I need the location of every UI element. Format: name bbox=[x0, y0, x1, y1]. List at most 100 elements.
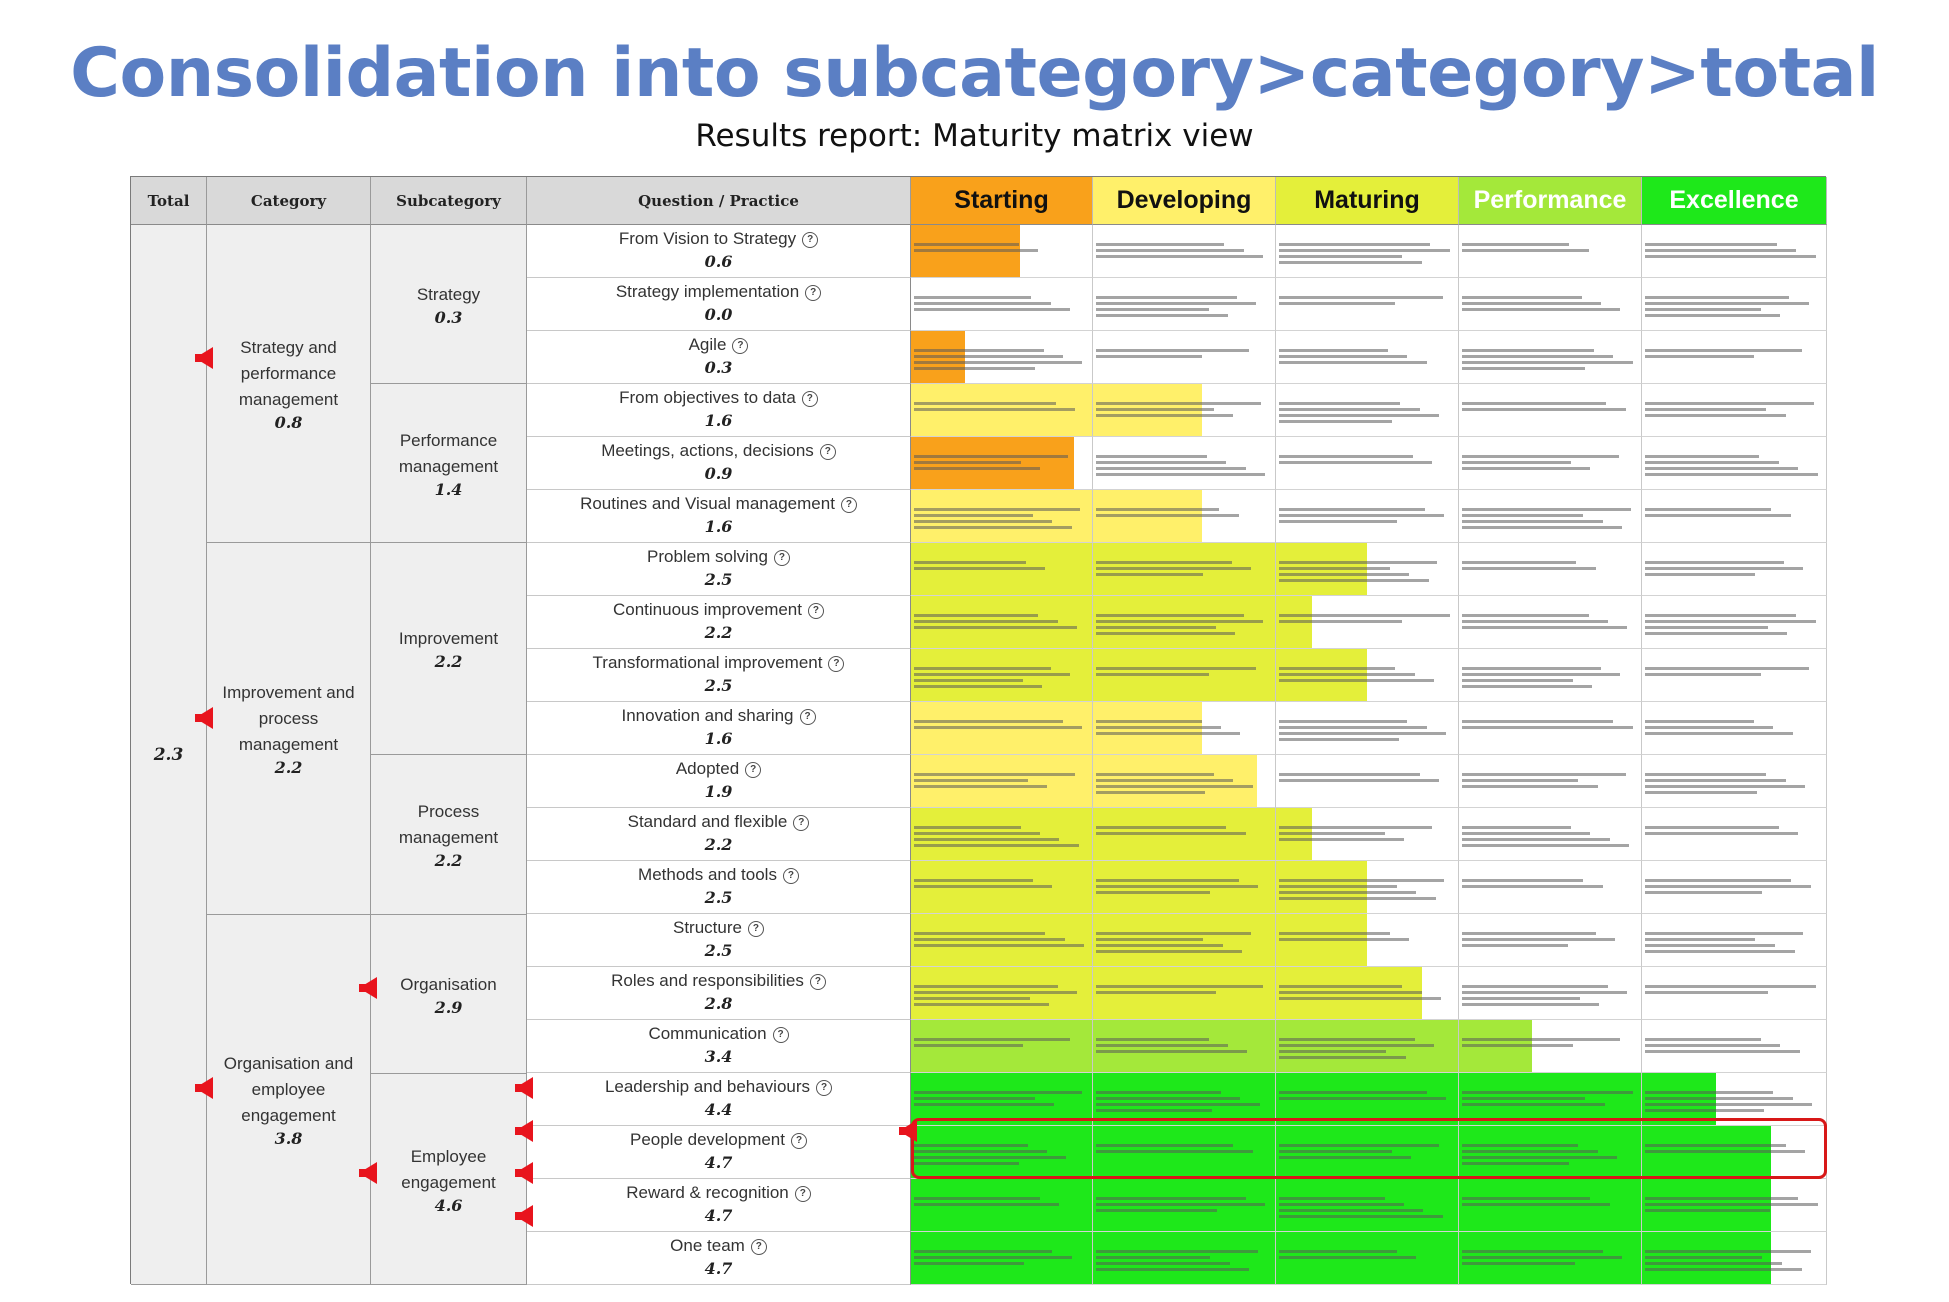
level-cell bbox=[911, 1126, 1093, 1179]
level-cell bbox=[1459, 543, 1642, 596]
level-description-lines bbox=[1645, 1144, 1823, 1156]
level-description-lines bbox=[1096, 561, 1272, 579]
question-label: From Vision to Strategy bbox=[618, 229, 797, 248]
help-circle-icon[interactable]: ? bbox=[840, 497, 857, 513]
level-cell bbox=[1276, 1179, 1459, 1232]
help-circle-icon[interactable]: ? bbox=[732, 338, 749, 354]
question-cell: Communication? 3.4 bbox=[527, 1020, 911, 1073]
level-description-lines bbox=[1279, 1197, 1455, 1221]
level-description-lines bbox=[1462, 773, 1638, 791]
question-cell: Agile? 0.3 bbox=[527, 331, 911, 384]
level-description-lines bbox=[1279, 667, 1455, 685]
category-name: Strategy and performance management bbox=[238, 338, 339, 409]
level-cell bbox=[1276, 278, 1459, 331]
help-circle-icon[interactable]: ? bbox=[791, 1133, 807, 1149]
level-description-lines bbox=[914, 826, 1089, 850]
question-label: Meetings, actions, decisions bbox=[601, 441, 814, 460]
help-circle-icon[interactable]: ? bbox=[793, 815, 810, 831]
level-description-lines bbox=[914, 667, 1089, 691]
question-score: 1.6 bbox=[704, 517, 733, 536]
header-subcategory: Subcategory bbox=[371, 177, 527, 225]
question-label: Adopted bbox=[675, 759, 740, 778]
level-description-lines bbox=[1279, 932, 1455, 944]
level-cell bbox=[911, 914, 1093, 967]
level-description-lines bbox=[1462, 1091, 1638, 1109]
help-circle-icon[interactable]: ? bbox=[801, 391, 818, 407]
help-circle-icon[interactable]: ? bbox=[747, 921, 764, 937]
level-cell bbox=[1093, 278, 1276, 331]
question-cell: Methods and tools? 2.5 bbox=[527, 861, 911, 914]
level-description-lines bbox=[1462, 1038, 1638, 1050]
level-cell bbox=[911, 649, 1093, 702]
page-title: Consolidation into subcategory>category>… bbox=[70, 34, 1879, 113]
level-description-lines bbox=[1645, 402, 1823, 420]
help-circle-icon[interactable]: ? bbox=[794, 1186, 811, 1202]
category-name: Organisation and employee engagement bbox=[223, 1054, 354, 1125]
level-cell bbox=[1642, 225, 1827, 278]
question-cell: One team? 4.7 bbox=[527, 1232, 911, 1285]
help-circle-icon[interactable]: ? bbox=[782, 868, 799, 884]
level-description-lines bbox=[1462, 1197, 1638, 1209]
help-circle-icon[interactable]: ? bbox=[805, 285, 822, 301]
level-description-lines bbox=[1096, 614, 1272, 638]
question-score: 2.8 bbox=[704, 994, 733, 1013]
question-score: 4.7 bbox=[704, 1153, 733, 1172]
question-cell: From Vision to Strategy? 0.6 bbox=[527, 225, 911, 278]
level-description-lines bbox=[1645, 720, 1823, 738]
header-question: Question / Practice bbox=[527, 177, 911, 225]
help-circle-icon[interactable]: ? bbox=[816, 1080, 833, 1096]
level-description-lines bbox=[1645, 349, 1823, 361]
help-circle-icon[interactable]: ? bbox=[745, 762, 762, 778]
level-cell bbox=[911, 384, 1093, 437]
question-score: 0.0 bbox=[704, 305, 733, 324]
subcategory-score: 2.2 bbox=[434, 652, 463, 671]
level-description-lines bbox=[1462, 826, 1638, 850]
level-cell bbox=[1459, 914, 1642, 967]
help-circle-icon[interactable]: ? bbox=[819, 444, 836, 460]
level-description-lines bbox=[1645, 561, 1823, 579]
question-cell: Leadership and behaviours? 4.4 bbox=[527, 1073, 911, 1126]
subcategory-name: Employee engagement bbox=[401, 1146, 496, 1192]
level-description-lines bbox=[1645, 667, 1823, 679]
total-score: 2.3 bbox=[153, 744, 184, 765]
help-circle-icon[interactable]: ? bbox=[772, 1027, 789, 1043]
question-label: Methods and tools bbox=[638, 865, 777, 884]
level-cell bbox=[1093, 1126, 1276, 1179]
question-score: 1.9 bbox=[704, 782, 733, 801]
level-cell bbox=[1093, 437, 1276, 490]
level-cell bbox=[1642, 384, 1827, 437]
level-description-lines bbox=[1462, 1250, 1638, 1268]
question-score: 2.2 bbox=[704, 623, 733, 642]
level-cell bbox=[1459, 225, 1642, 278]
subcategory-score: 2.2 bbox=[434, 851, 463, 870]
question-score: 0.3 bbox=[704, 358, 733, 377]
level-description-lines bbox=[1645, 296, 1823, 320]
level-description-lines bbox=[1096, 985, 1272, 997]
level-description-lines bbox=[1096, 773, 1272, 797]
level-cell bbox=[1276, 225, 1459, 278]
help-circle-icon[interactable]: ? bbox=[809, 974, 826, 990]
level-description-lines bbox=[914, 985, 1089, 1009]
level-description-lines bbox=[1096, 296, 1272, 320]
subcategory-score: 2.9 bbox=[434, 997, 463, 1017]
level-description-lines bbox=[914, 243, 1089, 255]
level-cell bbox=[1459, 1179, 1642, 1232]
level-description-lines bbox=[914, 773, 1089, 791]
level-cell bbox=[1276, 543, 1459, 596]
level-description-lines bbox=[1462, 508, 1638, 532]
question-cell: Meetings, actions, decisions? 0.9 bbox=[527, 437, 911, 490]
level-cell bbox=[1459, 861, 1642, 914]
subcategory-name: Process management bbox=[398, 802, 499, 847]
level-cell bbox=[911, 702, 1093, 755]
help-circle-icon[interactable]: ? bbox=[828, 656, 845, 672]
level-cell bbox=[1459, 490, 1642, 543]
subcategory-cell: Organisation 2.9 bbox=[371, 915, 527, 1074]
level-description-lines bbox=[1279, 1038, 1455, 1062]
level-cell bbox=[1276, 914, 1459, 967]
help-circle-icon[interactable]: ? bbox=[799, 709, 816, 725]
help-circle-icon[interactable]: ? bbox=[750, 1239, 767, 1255]
help-circle-icon[interactable]: ? bbox=[773, 550, 790, 566]
help-circle-icon[interactable]: ? bbox=[807, 603, 824, 619]
help-circle-icon[interactable]: ? bbox=[802, 232, 819, 248]
category-name: Improvement and process management bbox=[222, 683, 355, 754]
